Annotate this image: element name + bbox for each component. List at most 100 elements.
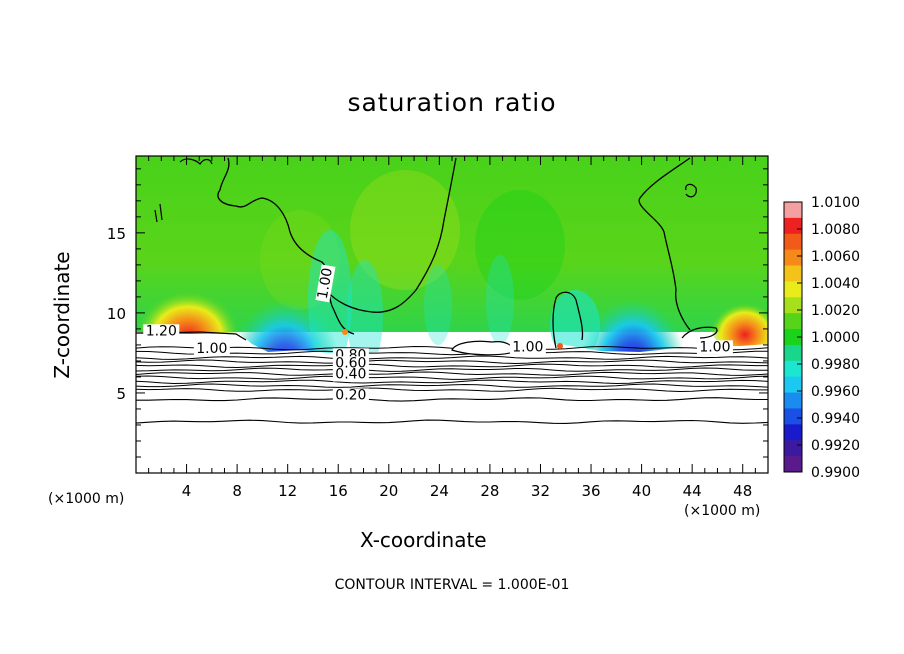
- z-unit-label: (×1000 m): [48, 491, 125, 507]
- x-tick-label: 48: [733, 482, 752, 500]
- colorbar-swatch: [784, 265, 802, 282]
- colorbar-tick-label: 0.9940: [811, 411, 860, 427]
- contour-interval-label: CONTOUR INTERVAL = 1.000E-01: [334, 577, 570, 593]
- contour-line: [136, 350, 768, 356]
- contour-label: 1.00: [512, 339, 543, 355]
- y-tick-label: 15: [107, 225, 126, 243]
- x-tick-label: 8: [232, 482, 242, 500]
- contour-label: 1.00: [315, 267, 336, 300]
- contour-label: 1.00: [196, 341, 227, 357]
- colorbar-swatch: [784, 440, 802, 457]
- cold-streak: [424, 265, 452, 345]
- colorbar-swatch: [784, 217, 802, 235]
- colorbar-swatch: [784, 281, 802, 298]
- colorbar-swatch: [784, 249, 802, 267]
- x-tick-label: 28: [480, 482, 499, 500]
- cold-streak: [347, 260, 383, 370]
- contour-1-00-small: [685, 183, 697, 198]
- x-axis-ticks: 4 8 12 16 20 24 28 32 36 40 44 48: [148, 156, 756, 500]
- colorbar-tick-label: 0.9900: [811, 465, 860, 481]
- colorbar-tick-label: 1.0000: [811, 330, 860, 346]
- contour-1-00-cloud: [681, 326, 718, 339]
- speck: [342, 329, 348, 335]
- contour-line: [136, 375, 768, 380]
- colorbar-tick-label: 0.9960: [811, 384, 860, 400]
- colorbar-swatch: [784, 202, 802, 219]
- x-axis-label: X-coordinate: [360, 528, 487, 552]
- contour-line: [136, 355, 768, 360]
- colorbar-tick-label: 1.0040: [811, 276, 860, 292]
- contour-line: [136, 345, 768, 351]
- x-tick-label: 20: [379, 482, 398, 500]
- contour-1-00-center-right: [552, 291, 584, 349]
- colorbar-swatch: [784, 360, 802, 378]
- contour-label-bg: [193, 341, 230, 356]
- contour-labels: 1.201.001.000.800.600.400.201.00 1.00: [143, 264, 733, 403]
- y-tick-label: 10: [107, 305, 126, 323]
- colorbar-tick-label: 1.0100: [811, 195, 860, 211]
- contour-line: [136, 371, 768, 376]
- contour-label-bg: [696, 340, 733, 355]
- x-tick-label: 40: [632, 482, 651, 500]
- contour-lines-lower: [136, 345, 768, 424]
- y-axis-label: Z-coordinate: [50, 251, 74, 379]
- colorbar: 1.0100 1.0080 1.0060 1.0040 1.0020 1.0000 0.99…: [783, 195, 860, 481]
- y-tick-label: 5: [116, 385, 126, 403]
- contour-1-00-mid: [325, 157, 457, 313]
- contour-label-bg: [315, 264, 336, 303]
- colorbar-swatch: [784, 456, 802, 473]
- contour-1-00-small: [179, 158, 213, 165]
- x-tick-label: 44: [683, 482, 702, 500]
- colorbar-swatch: [784, 376, 802, 394]
- contour-label-bg: [509, 340, 546, 355]
- contour-line: [136, 387, 768, 393]
- contour-1-00-small: [154, 203, 163, 223]
- contour-label: 1.00: [699, 339, 730, 355]
- contour-1-00-right: [638, 157, 691, 331]
- contour-line: [136, 367, 768, 372]
- colorbar-swatch: [784, 329, 802, 346]
- contour-1-00-left: [217, 157, 355, 335]
- x-tick-label: 12: [278, 482, 297, 500]
- colorbar-tick-label: 0.9920: [811, 438, 860, 454]
- field-patch: [475, 190, 565, 300]
- contour-label: 1.20: [146, 323, 177, 339]
- contour-label-bg: [332, 388, 369, 403]
- x-tick-label: 4: [182, 482, 192, 500]
- chart-title: saturation ratio: [347, 88, 557, 117]
- y-axis-ticks: 5 10 15: [107, 168, 768, 458]
- colorbar-swatch: [784, 297, 802, 314]
- speck: [557, 343, 563, 349]
- contour-line: [136, 359, 768, 365]
- cloud-boundary: [136, 334, 768, 473]
- colorbar-swatch: [784, 392, 802, 409]
- colorbar-swatch: [784, 233, 802, 251]
- contour-label-bg: [332, 356, 369, 371]
- x-tick-label: 36: [581, 482, 600, 500]
- cold-streak: [550, 290, 600, 360]
- x-tick-label: 16: [329, 482, 348, 500]
- contour-line: [136, 383, 768, 388]
- colorbar-tick-label: 1.0020: [811, 303, 860, 319]
- x-tick-label: 32: [531, 482, 550, 500]
- x-tick-label: 24: [430, 482, 449, 500]
- colorbar-swatch: [784, 408, 802, 425]
- contour-1-00-cloud: [451, 340, 515, 356]
- colorbar-tick-label: 1.0060: [811, 249, 860, 265]
- contour-label: 0.40: [335, 367, 366, 383]
- contour-label-bg: [143, 324, 180, 339]
- colorbar-tick-label: 1.0080: [811, 222, 860, 238]
- contour-line: [136, 363, 768, 369]
- x-unit-label: (×1000 m): [684, 503, 761, 519]
- warm-core-right: [710, 290, 768, 354]
- colorbar-swatch: [784, 344, 802, 362]
- contour-label: 0.20: [335, 387, 366, 403]
- contour-line: [136, 379, 768, 385]
- contour-label: 0.60: [335, 355, 366, 371]
- contour-line: [136, 419, 768, 424]
- plot-area: [136, 156, 768, 473]
- contour-line: [136, 397, 768, 402]
- colorbar-tick-label: 0.9980: [811, 357, 860, 373]
- cold-streak: [486, 255, 514, 345]
